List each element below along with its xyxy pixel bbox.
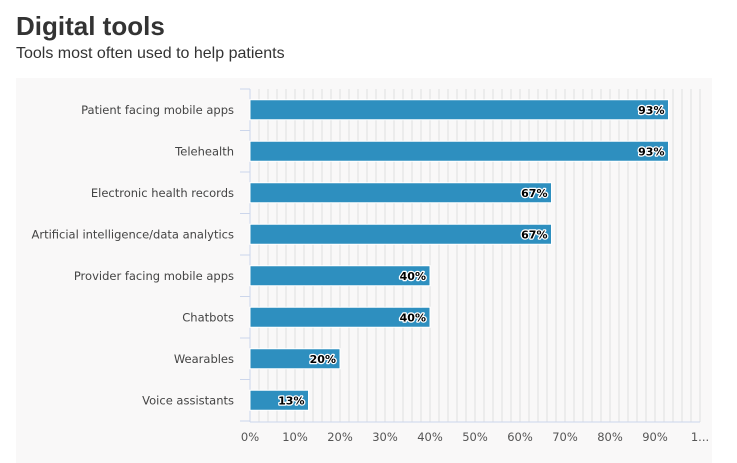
data-label: 93% <box>638 145 664 158</box>
category-label: Chatbots <box>182 310 234 324</box>
x-tick-label: 20% <box>327 430 353 444</box>
bar[interactable] <box>249 348 341 370</box>
chart-panel: Patient facing mobile apps 93% Telehealth 9… <box>16 78 712 463</box>
category-label: Provider facing mobile apps <box>74 269 234 283</box>
category-label: Electronic health records <box>91 186 234 200</box>
data-label: 93% <box>638 104 664 117</box>
bar[interactable] <box>249 140 669 162</box>
data-label: 20% <box>310 353 336 366</box>
bar[interactable] <box>249 99 669 121</box>
category-label: Telehealth <box>174 144 234 158</box>
bar[interactable] <box>249 389 309 411</box>
chart-title: Digital tools <box>16 11 165 41</box>
bar[interactable] <box>249 182 552 204</box>
bar[interactable] <box>249 306 431 328</box>
x-tick-label: 50% <box>462 430 488 444</box>
x-tick-label: 10% <box>282 430 308 444</box>
data-label: 13% <box>278 394 304 407</box>
category-label: Artificial intelligence/data analytics <box>31 227 234 241</box>
category-label: Patient facing mobile apps <box>81 103 234 117</box>
bar-chart: Patient facing mobile apps 93% Telehealth 9… <box>31 88 709 444</box>
data-label: 40% <box>400 270 426 283</box>
chart-subtitle: Tools most often used to help patients <box>16 45 285 62</box>
x-tick-label: 60% <box>507 430 533 444</box>
x-tick-label: 80% <box>597 430 623 444</box>
x-tick-label: 30% <box>372 430 398 444</box>
x-tick-label: 0% <box>241 430 259 444</box>
bar[interactable] <box>249 223 552 245</box>
category-label: Voice assistants <box>142 393 234 407</box>
data-label: 67% <box>521 187 547 200</box>
data-label: 40% <box>400 311 426 324</box>
category-label: Wearables <box>174 352 234 366</box>
x-tick-label: 70% <box>552 430 578 444</box>
x-tick-label: 1... <box>691 430 709 444</box>
bar[interactable] <box>249 265 431 287</box>
x-tick-label: 40% <box>417 430 443 444</box>
x-tick-label: 90% <box>642 430 668 444</box>
data-label: 67% <box>521 228 547 241</box>
